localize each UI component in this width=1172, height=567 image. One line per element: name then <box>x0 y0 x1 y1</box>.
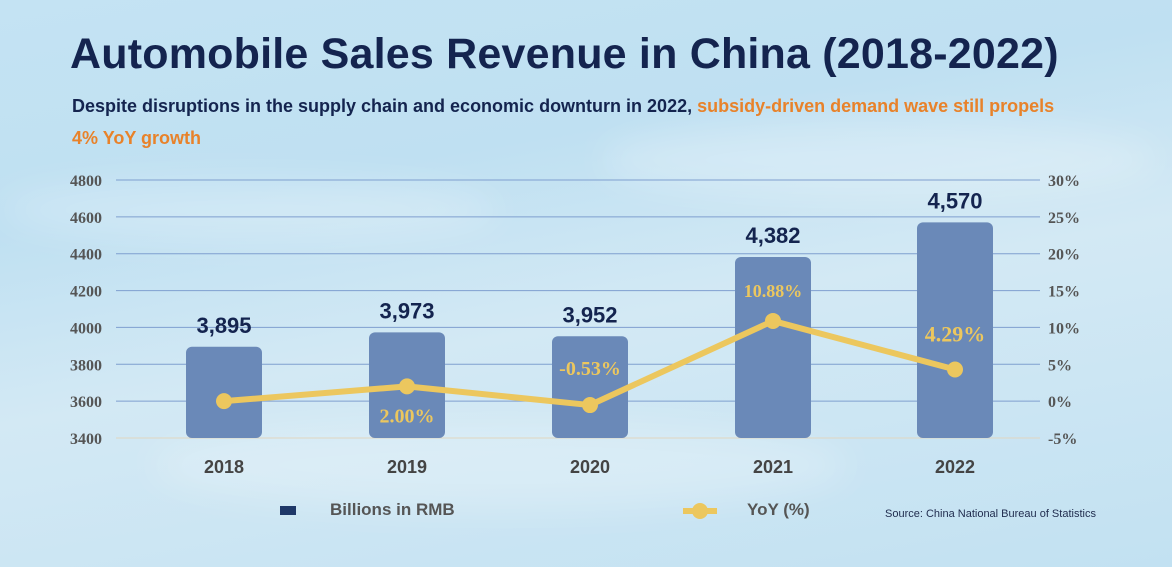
right-tick-label: 10% <box>1048 320 1080 337</box>
legend-bar: Billions in RMB <box>280 500 455 520</box>
chart-subtitle: Despite disruptions in the supply chain … <box>72 90 1072 154</box>
yoy-value-label: -0.53% <box>559 358 621 380</box>
bar-value-label: 3,895 <box>196 313 251 338</box>
chart-title: Automobile Sales Revenue in China (2018-… <box>70 30 1059 78</box>
yoy-value-label: 10.88% <box>744 281 803 301</box>
x-tick-label: 2020 <box>570 457 610 477</box>
legend-line-swatch <box>683 502 717 519</box>
bar-2018 <box>186 346 262 438</box>
bar-value-label: 3,973 <box>379 298 434 323</box>
right-tick-label: 25% <box>1048 210 1080 227</box>
x-tick-label: 2018 <box>204 457 244 477</box>
left-tick-label: 4200 <box>70 284 102 301</box>
subtitle-main: Despite disruptions in the supply chain … <box>72 96 698 116</box>
left-tick-label: 4400 <box>70 247 102 264</box>
bar-2022 <box>917 222 993 438</box>
legend-bar-label: Billions in RMB <box>330 500 455 519</box>
right-tick-label: -5% <box>1048 431 1077 448</box>
right-tick-label: 0% <box>1048 394 1072 411</box>
bar-value-label: 4,570 <box>927 188 982 213</box>
source-note: Source: China National Bureau of Statist… <box>885 508 1096 520</box>
legend-bar-swatch <box>280 506 296 516</box>
yoy-point-2022 <box>947 361 963 378</box>
yoy-point-2018 <box>216 393 232 410</box>
x-tick-label: 2021 <box>753 457 793 477</box>
x-tick-label: 2019 <box>387 457 427 477</box>
yoy-value-label: 2.00% <box>380 405 435 427</box>
bar-value-label: 4,382 <box>745 223 800 248</box>
yoy-point-2019 <box>399 378 415 395</box>
left-tick-label: 3400 <box>70 431 102 448</box>
yoy-value-label: 4.29% <box>925 322 986 347</box>
legend-line: YoY (%) <box>683 500 810 520</box>
right-tick-label: 5% <box>1048 357 1072 374</box>
bar-2021 <box>735 257 811 438</box>
x-tick-label: 2022 <box>935 457 975 477</box>
legend-line-label: YoY (%) <box>747 500 810 519</box>
yoy-point-2020 <box>582 397 598 414</box>
right-tick-label: 15% <box>1048 284 1080 301</box>
right-tick-label: 30% <box>1048 173 1080 190</box>
left-tick-label: 3600 <box>70 394 102 411</box>
left-tick-label: 4600 <box>70 210 102 227</box>
left-tick-label: 3800 <box>70 357 102 374</box>
left-tick-label: 4000 <box>70 320 102 337</box>
left-tick-label: 4800 <box>70 173 102 190</box>
yoy-point-2021 <box>765 312 781 329</box>
bar-2020 <box>552 336 628 438</box>
right-tick-label: 20% <box>1048 247 1080 264</box>
bar-value-label: 3,952 <box>562 302 617 327</box>
subtitle-highlight: subsidy-driven demand wave still propels… <box>72 96 1055 148</box>
